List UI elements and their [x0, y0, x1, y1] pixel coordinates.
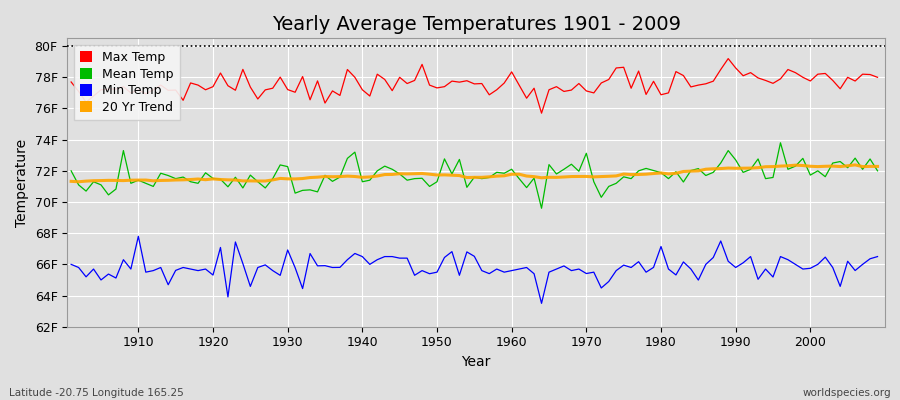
Text: Latitude -20.75 Longitude 165.25: Latitude -20.75 Longitude 165.25 — [9, 388, 184, 398]
Text: worldspecies.org: worldspecies.org — [803, 388, 891, 398]
X-axis label: Year: Year — [462, 355, 490, 369]
Y-axis label: Temperature: Temperature — [15, 138, 29, 226]
Legend: Max Temp, Mean Temp, Min Temp, 20 Yr Trend: Max Temp, Mean Temp, Min Temp, 20 Yr Tre… — [74, 44, 180, 120]
Title: Yearly Average Temperatures 1901 - 2009: Yearly Average Temperatures 1901 - 2009 — [272, 15, 680, 34]
